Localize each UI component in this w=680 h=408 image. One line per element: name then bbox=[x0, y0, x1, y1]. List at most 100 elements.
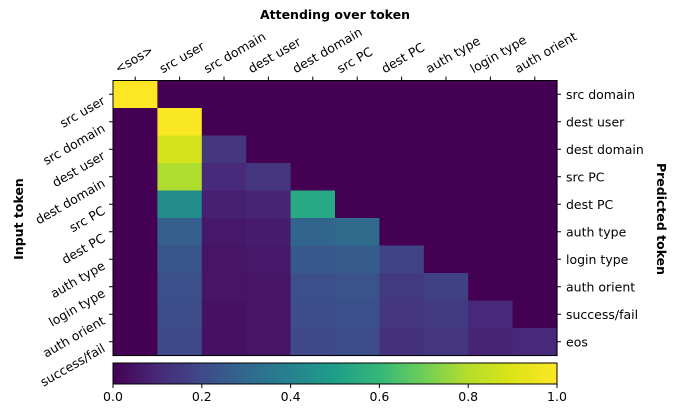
right-axis-label: Predicted token bbox=[654, 163, 669, 275]
predicted-token-label: src PC bbox=[566, 169, 605, 184]
heatmap-cell bbox=[423, 80, 469, 109]
heatmap-cell bbox=[246, 300, 292, 329]
heatmap-cell bbox=[157, 190, 203, 219]
heatmap-cell bbox=[290, 273, 336, 302]
colorbar bbox=[112, 362, 558, 385]
heatmap-cell bbox=[512, 108, 558, 137]
heatmap-cell bbox=[423, 328, 469, 357]
heatmap-cell bbox=[379, 135, 425, 164]
heatmap-cell bbox=[379, 328, 425, 357]
heatmap-cell bbox=[157, 163, 203, 192]
heatmap-cell bbox=[468, 273, 514, 302]
heatmap-cell bbox=[157, 108, 203, 137]
colorbar-tick-label: 0.6 bbox=[369, 389, 389, 404]
heatmap-cell bbox=[290, 300, 336, 329]
heatmap-cell bbox=[290, 218, 336, 247]
heatmap-cell bbox=[512, 135, 558, 164]
heatmap-cell bbox=[113, 190, 158, 219]
colorbar-tick-label: 0.4 bbox=[281, 389, 301, 404]
predicted-token-label: auth orient bbox=[566, 279, 635, 294]
heatmap-cell bbox=[246, 135, 292, 164]
heatmap-cell bbox=[468, 108, 514, 137]
heatmap-cell bbox=[379, 163, 425, 192]
heatmap-cell bbox=[335, 218, 380, 247]
heatmap-cell bbox=[335, 135, 380, 164]
heatmap-cell bbox=[423, 163, 469, 192]
heatmap-cell bbox=[246, 80, 292, 109]
heatmap-cell bbox=[113, 218, 158, 247]
colorbar-tick-label: 0.0 bbox=[103, 389, 123, 404]
heatmap-cell bbox=[423, 245, 469, 274]
heatmap-cell bbox=[157, 273, 203, 302]
x-tick-label: <sos> bbox=[112, 42, 156, 76]
heatmap-cell bbox=[201, 300, 247, 329]
heatmap-cell bbox=[113, 80, 158, 109]
heatmap-cell bbox=[113, 300, 158, 329]
heatmap-cell bbox=[157, 245, 203, 274]
heatmap-cell bbox=[379, 273, 425, 302]
heatmap-cell bbox=[423, 273, 469, 302]
heatmap-cell bbox=[290, 108, 336, 137]
heatmap-cell bbox=[113, 328, 158, 357]
predicted-token-label: eos bbox=[566, 334, 588, 349]
heatmap-cell bbox=[468, 80, 514, 109]
heatmap-cell bbox=[468, 163, 514, 192]
heatmap-cell bbox=[157, 135, 203, 164]
heatmap-cell bbox=[201, 135, 247, 164]
heatmap-cell bbox=[335, 300, 380, 329]
heatmap-cell bbox=[468, 135, 514, 164]
heatmap-cell bbox=[379, 245, 425, 274]
heatmap-cell bbox=[423, 108, 469, 137]
heatmap-cell bbox=[246, 190, 292, 219]
heatmap-cell bbox=[290, 245, 336, 274]
heatmap-frame bbox=[112, 80, 558, 356]
colorbar-tick-label: 1.0 bbox=[547, 389, 567, 404]
heatmap-cell bbox=[335, 108, 380, 137]
heatmap-cell bbox=[113, 273, 158, 302]
heatmap-cell bbox=[512, 273, 558, 302]
heatmap-cell bbox=[512, 328, 558, 357]
heatmap-cell bbox=[113, 245, 158, 274]
heatmap-cell bbox=[335, 328, 380, 357]
heatmap-cell bbox=[201, 190, 247, 219]
x-tick-label: dest PC bbox=[379, 39, 428, 76]
heatmap-cell bbox=[512, 300, 558, 329]
heatmap-cell bbox=[201, 328, 247, 357]
heatmap-cell bbox=[290, 328, 336, 357]
heatmap-cell bbox=[246, 245, 292, 274]
heatmap-cell bbox=[290, 80, 336, 109]
heatmap-cell bbox=[335, 245, 380, 274]
heatmap-cell bbox=[246, 273, 292, 302]
heatmap-cell bbox=[290, 135, 336, 164]
x-tick-label: src user bbox=[157, 38, 208, 76]
heatmap-cell bbox=[468, 328, 514, 357]
heatmap-cell bbox=[157, 218, 203, 247]
heatmap-cell bbox=[246, 328, 292, 357]
colorbar-tick-label: 0.8 bbox=[458, 389, 478, 404]
heatmap-cell bbox=[201, 245, 247, 274]
left-axis-label: Input token bbox=[11, 178, 26, 260]
heatmap-cell bbox=[157, 300, 203, 329]
predicted-token-label: dest user bbox=[566, 114, 625, 129]
heatmap-cell bbox=[335, 163, 380, 192]
heatmap-cell bbox=[335, 190, 380, 219]
heatmap-cell bbox=[246, 163, 292, 192]
heatmap-cell bbox=[113, 108, 158, 137]
heatmap-cell bbox=[423, 300, 469, 329]
predicted-token-label: auth type bbox=[566, 224, 627, 239]
heatmap-cell bbox=[157, 328, 203, 357]
heatmap-cell bbox=[468, 190, 514, 219]
heatmap-cell bbox=[512, 245, 558, 274]
heatmap-cell bbox=[113, 163, 158, 192]
heatmap-cell bbox=[335, 273, 380, 302]
heatmap-cell bbox=[379, 108, 425, 137]
heatmap-cell bbox=[468, 300, 514, 329]
heatmap-cell bbox=[423, 190, 469, 219]
heatmap-cell bbox=[113, 135, 158, 164]
heatmap-cell bbox=[379, 300, 425, 329]
heatmap-cell bbox=[379, 190, 425, 219]
heatmap-cell bbox=[201, 218, 247, 247]
heatmap-cell bbox=[246, 218, 292, 247]
predicted-token-label: login type bbox=[566, 252, 629, 267]
